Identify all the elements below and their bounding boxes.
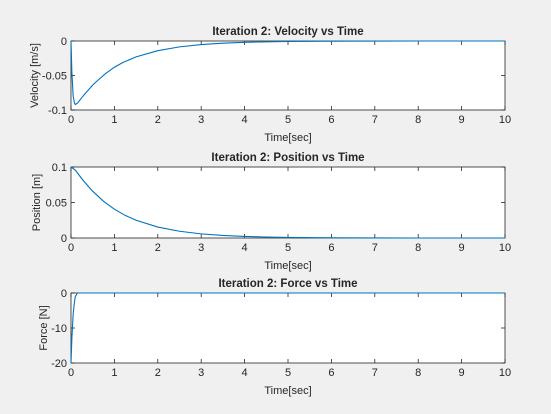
velocity-subplot: Iteration 2: Velocity vs Time 0 1 2 3 4 5 6 7 8 9… [29, 26, 511, 144]
velocity-plot-title: Iteration 2: Velocity vs Time [212, 26, 363, 38]
force-x-tick-label: 3 [198, 367, 204, 379]
velocity-x-tick-label: 5 [285, 114, 291, 126]
force-plot-area [70, 292, 506, 364]
force-plot-title: Iteration 2: Force vs Time [218, 278, 357, 290]
force-x-tick-label: 0 [68, 367, 74, 379]
force-y-tick-label: -10 [51, 323, 67, 335]
velocity-y-ticks: 0 -0.05 -0.1 [42, 36, 505, 117]
force-series-line [70, 292, 505, 364]
force-x-tick-label: 1 [111, 367, 117, 379]
velocity-y-tick-label: -0.05 [42, 71, 67, 83]
force-x-tick-label: 8 [415, 367, 421, 379]
velocity-x-tick-label: 7 [372, 114, 378, 126]
position-x-tick-label: 8 [415, 242, 421, 254]
velocity-y-axis-label: Velocity [m/s] [29, 43, 41, 108]
velocity-x-ticks: 0 1 2 3 4 5 6 7 8 9 10 [68, 41, 511, 126]
position-y-tick-label: 0.05 [46, 198, 67, 210]
velocity-x-tick-label: 3 [198, 114, 204, 126]
velocity-y-tick-label: 0 [61, 36, 67, 48]
force-y-tick-label: 0 [61, 288, 67, 300]
position-x-axis-label: Time[sec] [264, 260, 311, 272]
position-x-tick-label: 7 [372, 242, 378, 254]
velocity-x-tick-label: 1 [111, 114, 117, 126]
position-y-tick-label: 0 [61, 233, 67, 245]
position-plot-area [70, 166, 506, 239]
position-y-axis-label: Position [m] [31, 174, 43, 231]
position-series-line [70, 166, 505, 239]
position-subplot: Iteration 2: Position vs Time 0 1 2 3 4 5 6 7 8 9… [31, 152, 511, 272]
force-y-axis-label: Force [N] [38, 305, 50, 350]
velocity-x-tick-label: 0 [68, 114, 74, 126]
force-x-tick-label: 10 [499, 367, 511, 379]
force-subplot: Iteration 2: Force vs Time 0 1 2 3 4 5 6 7 8 9 10 … [38, 278, 511, 397]
force-x-tick-label: 4 [242, 367, 248, 379]
force-x-tick-label: 2 [155, 367, 161, 379]
position-x-tick-label: 2 [155, 242, 161, 254]
position-x-tick-label: 3 [198, 242, 204, 254]
velocity-series-line [70, 40, 505, 106]
velocity-plot-area [70, 40, 506, 111]
force-x-axis-label: Time[sec] [264, 385, 311, 397]
velocity-x-tick-label: 2 [155, 114, 161, 126]
velocity-x-tick-label: 9 [459, 114, 465, 126]
force-x-tick-label: 9 [459, 367, 465, 379]
position-y-tick-label: 0.1 [52, 162, 67, 174]
velocity-x-axis-label: Time[sec] [264, 132, 311, 144]
force-x-ticks: 0 1 2 3 4 5 6 7 8 9 10 [68, 293, 511, 379]
position-x-tick-label: 0 [68, 242, 74, 254]
velocity-x-tick-label: 6 [328, 114, 334, 126]
velocity-x-tick-label: 4 [242, 114, 248, 126]
position-plot-title: Iteration 2: Position vs Time [211, 152, 364, 164]
position-x-tick-label: 1 [111, 242, 117, 254]
force-y-tick-label: -20 [51, 358, 67, 370]
position-y-ticks: 0.1 0.05 0 [46, 162, 505, 245]
force-y-ticks: 0 -10 -20 [51, 288, 505, 370]
position-x-tick-label: 5 [285, 242, 291, 254]
force-x-tick-label: 7 [372, 367, 378, 379]
position-x-tick-label: 9 [459, 242, 465, 254]
velocity-x-tick-label: 8 [415, 114, 421, 126]
force-x-tick-label: 6 [328, 367, 334, 379]
position-x-tick-label: 4 [242, 242, 248, 254]
velocity-y-tick-label: -0.1 [48, 105, 67, 117]
position-x-tick-label: 10 [499, 242, 511, 254]
velocity-x-tick-label: 10 [499, 114, 511, 126]
position-x-tick-label: 6 [328, 242, 334, 254]
force-x-tick-label: 5 [285, 367, 291, 379]
